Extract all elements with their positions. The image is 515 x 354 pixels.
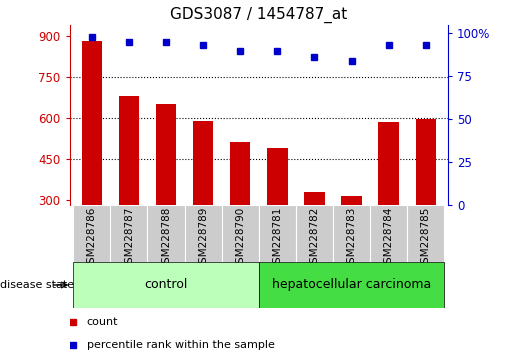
Bar [407,205,444,262]
Bar [118,96,139,205]
Bar [259,205,296,262]
Bar [416,119,436,205]
Bar [81,41,102,205]
Bar [193,120,213,205]
Text: GSM228789: GSM228789 [198,207,208,270]
Bar [73,205,110,262]
Text: GSM228784: GSM228784 [384,207,393,270]
Bar [73,262,259,308]
Bar [370,205,407,262]
Bar [304,192,324,205]
Bar [184,205,221,262]
Text: GSM228790: GSM228790 [235,207,245,270]
Bar [267,148,287,205]
Text: GSM228783: GSM228783 [347,207,356,270]
Bar [230,142,250,205]
Text: GSM228787: GSM228787 [124,207,134,270]
Text: GSM228785: GSM228785 [421,207,431,270]
Text: GSM228786: GSM228786 [87,207,97,270]
Text: control: control [144,279,187,291]
Text: GSM228782: GSM228782 [310,207,319,270]
Text: hepatocellular carcinoma: hepatocellular carcinoma [272,279,431,291]
Title: GDS3087 / 1454787_at: GDS3087 / 1454787_at [170,7,348,23]
Text: GSM228788: GSM228788 [161,207,171,270]
Bar [221,205,259,262]
Text: percentile rank within the sample: percentile rank within the sample [87,340,274,350]
Text: disease state: disease state [0,280,74,290]
Bar [259,262,444,308]
Bar [333,205,370,262]
Bar [156,104,176,205]
Bar [341,196,362,205]
Text: GSM228781: GSM228781 [272,207,282,270]
Bar [296,205,333,262]
Bar [147,205,184,262]
Bar [110,205,147,262]
Text: count: count [87,317,118,327]
Bar [379,122,399,205]
